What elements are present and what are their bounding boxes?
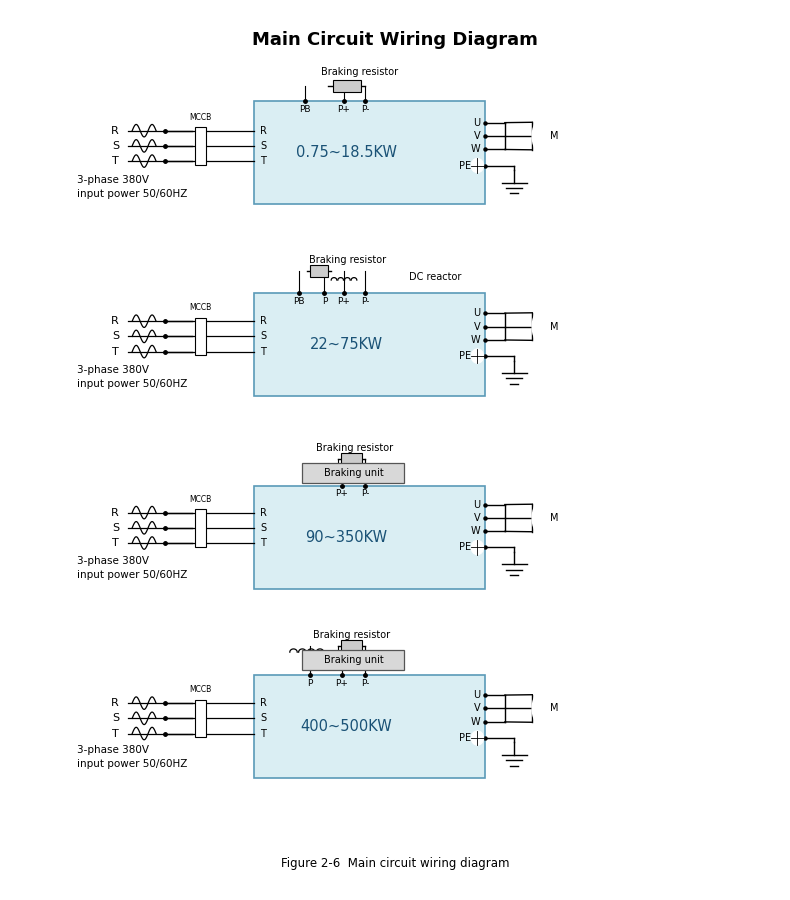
Text: V: V: [474, 131, 480, 141]
Text: 90~350KW: 90~350KW: [305, 530, 387, 544]
Text: MCCB: MCCB: [190, 685, 212, 694]
Text: P+: P+: [337, 104, 351, 113]
Bar: [254, 486, 485, 589]
Text: M: M: [550, 513, 559, 523]
Text: P+: P+: [335, 679, 348, 688]
Text: Main Circuit Wiring Diagram: Main Circuit Wiring Diagram: [252, 32, 538, 50]
Text: R: R: [111, 508, 118, 518]
Text: PE: PE: [459, 733, 471, 743]
Text: PB: PB: [299, 104, 310, 113]
Circle shape: [471, 731, 483, 745]
Bar: [341, 453, 362, 464]
Text: MCCB: MCCB: [190, 495, 212, 504]
Text: Braking unit: Braking unit: [324, 468, 383, 478]
Text: R: R: [260, 316, 267, 326]
Text: V: V: [474, 513, 480, 523]
Bar: [303, 651, 404, 670]
Text: M: M: [550, 321, 559, 331]
Text: DC reactor: DC reactor: [409, 273, 461, 283]
Text: Braking resistor: Braking resistor: [322, 67, 398, 76]
Text: V: V: [474, 704, 480, 714]
Text: W: W: [471, 335, 480, 345]
Text: 3-phase 380V
input power 50/60HZ: 3-phase 380V input power 50/60HZ: [77, 745, 188, 770]
Text: R: R: [111, 126, 118, 136]
Bar: [333, 80, 361, 92]
Text: P: P: [322, 297, 327, 306]
Text: W: W: [471, 526, 480, 536]
Text: P-: P-: [361, 490, 370, 499]
Bar: [195, 318, 206, 356]
Text: S: S: [260, 714, 266, 724]
Text: W: W: [471, 717, 480, 727]
Text: P+: P+: [335, 490, 348, 499]
Bar: [254, 675, 485, 778]
Text: 3-phase 380V
input power 50/60HZ: 3-phase 380V input power 50/60HZ: [77, 175, 188, 199]
Text: 400~500KW: 400~500KW: [300, 719, 393, 734]
Text: R: R: [260, 698, 267, 708]
Text: 0.75~18.5KW: 0.75~18.5KW: [296, 145, 397, 160]
Text: R: R: [260, 508, 267, 518]
Text: S: S: [260, 523, 266, 533]
Text: T: T: [112, 156, 118, 166]
Text: R: R: [111, 316, 118, 326]
Text: Braking resistor: Braking resistor: [314, 630, 390, 640]
Text: S: S: [111, 141, 118, 151]
Text: S: S: [260, 141, 266, 151]
Text: V: V: [474, 321, 480, 331]
Bar: [303, 464, 404, 483]
Text: S: S: [111, 523, 118, 533]
Text: T: T: [112, 346, 118, 356]
Text: U: U: [473, 500, 480, 509]
Bar: [254, 101, 485, 204]
Bar: [310, 266, 328, 277]
Text: S: S: [260, 331, 266, 341]
Bar: [195, 509, 206, 546]
Text: U: U: [473, 308, 480, 318]
Text: Figure 2-6  Main circuit wiring diagram: Figure 2-6 Main circuit wiring diagram: [280, 857, 510, 869]
Text: U: U: [473, 690, 480, 700]
Text: T: T: [260, 156, 266, 166]
Text: T: T: [260, 538, 266, 548]
Text: P: P: [307, 679, 313, 688]
Text: 3-phase 380V
input power 50/60HZ: 3-phase 380V input power 50/60HZ: [77, 555, 188, 580]
Text: P-: P-: [361, 297, 370, 306]
Text: M: M: [550, 131, 559, 141]
Text: U: U: [473, 118, 480, 128]
Text: MCCB: MCCB: [190, 112, 212, 122]
Bar: [195, 127, 206, 165]
Text: Braking unit: Braking unit: [324, 655, 383, 665]
Circle shape: [532, 111, 576, 161]
Text: T: T: [112, 538, 118, 548]
Circle shape: [471, 349, 483, 364]
Text: Braking resistor: Braking resistor: [310, 256, 386, 266]
Bar: [254, 293, 485, 396]
Text: S: S: [111, 714, 118, 724]
Text: Braking resistor: Braking resistor: [316, 443, 393, 454]
Text: PE: PE: [459, 351, 471, 361]
Text: S: S: [111, 331, 118, 341]
Circle shape: [532, 493, 576, 543]
Text: PE: PE: [459, 543, 471, 553]
Text: W: W: [471, 145, 480, 155]
Text: P+: P+: [337, 297, 351, 306]
Text: R: R: [111, 698, 118, 708]
Text: T: T: [260, 346, 266, 356]
Text: T: T: [112, 728, 118, 739]
Circle shape: [532, 302, 576, 352]
Circle shape: [532, 683, 576, 734]
Text: T: T: [260, 728, 266, 739]
Text: R: R: [260, 126, 267, 136]
Text: PB: PB: [294, 297, 305, 306]
Text: 22~75KW: 22~75KW: [310, 338, 383, 353]
Circle shape: [471, 540, 483, 554]
Circle shape: [471, 158, 483, 173]
Text: P-: P-: [361, 679, 370, 688]
Bar: [341, 640, 362, 652]
Text: 3-phase 380V
input power 50/60HZ: 3-phase 380V input power 50/60HZ: [77, 365, 188, 389]
Text: MCCB: MCCB: [190, 303, 212, 312]
Bar: [195, 699, 206, 737]
Text: PE: PE: [459, 160, 471, 171]
Text: P-: P-: [361, 104, 370, 113]
Text: M: M: [550, 704, 559, 714]
